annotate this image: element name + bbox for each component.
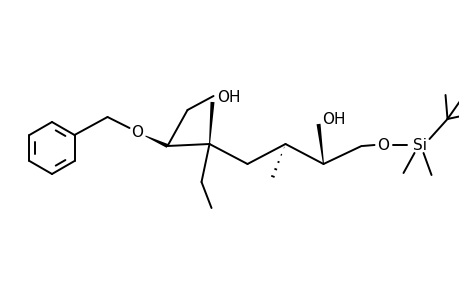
Text: OH: OH	[321, 112, 345, 127]
Text: OH: OH	[216, 89, 240, 104]
Text: O: O	[131, 124, 143, 140]
Polygon shape	[208, 102, 214, 144]
Polygon shape	[145, 136, 168, 148]
Text: Si: Si	[412, 137, 425, 152]
Text: O: O	[377, 137, 389, 152]
Polygon shape	[316, 124, 323, 164]
